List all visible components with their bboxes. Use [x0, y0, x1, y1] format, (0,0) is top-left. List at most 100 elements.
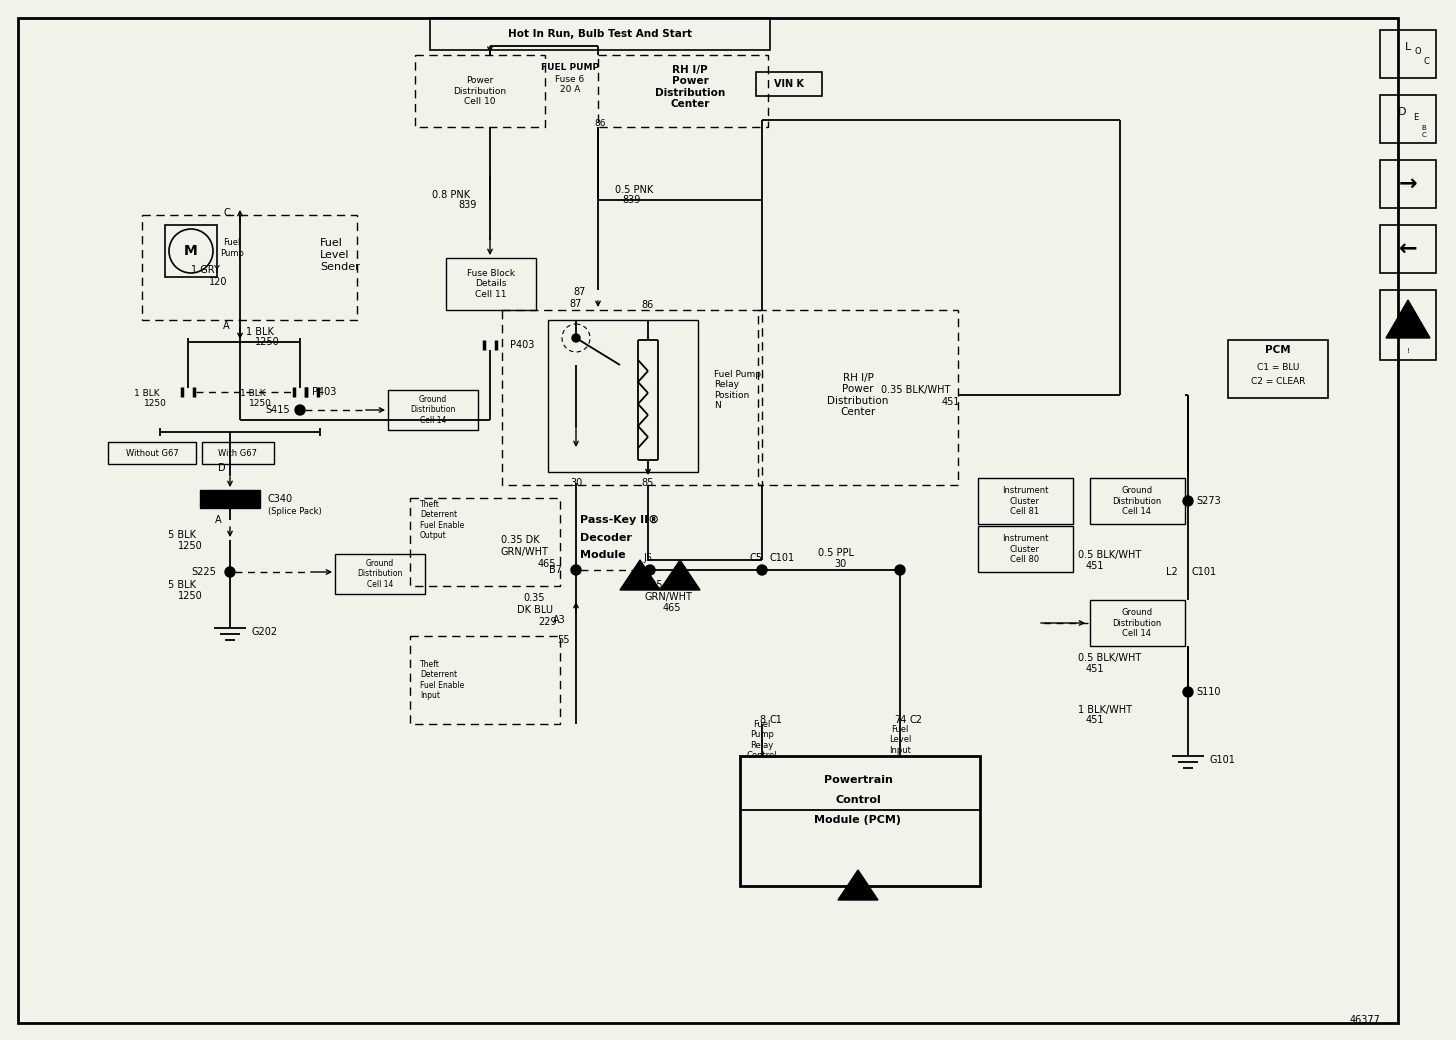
Text: Ground
Distribution
Cell 14: Ground Distribution Cell 14 [1112, 486, 1162, 516]
Text: E: E [1414, 113, 1418, 123]
Text: S273: S273 [1195, 496, 1220, 506]
Text: O: O [1415, 48, 1421, 56]
Text: B7: B7 [549, 565, 562, 575]
Text: 5 BLK: 5 BLK [167, 530, 197, 540]
Text: GRN/WHT: GRN/WHT [644, 592, 692, 602]
Text: Fuel
Level
Sender: Fuel Level Sender [320, 238, 360, 271]
Text: 465: 465 [537, 560, 556, 569]
Text: 1 GRY: 1 GRY [191, 265, 220, 275]
Text: Ground
Distribution
Cell 14: Ground Distribution Cell 14 [1112, 608, 1162, 638]
Text: C2: C2 [910, 716, 923, 725]
Text: 0.5 BLK/WHT: 0.5 BLK/WHT [1077, 653, 1142, 664]
Circle shape [757, 565, 767, 575]
Text: 0.35: 0.35 [524, 593, 545, 603]
Circle shape [572, 334, 579, 342]
Text: 451: 451 [942, 397, 960, 407]
Text: 451: 451 [1086, 561, 1105, 571]
Text: Instrument
Cluster
Cell 80: Instrument Cluster Cell 80 [1002, 535, 1048, 564]
Text: DK BLU: DK BLU [517, 605, 553, 615]
Text: Theft
Deterrent
Fuel Enable
Output: Theft Deterrent Fuel Enable Output [419, 500, 464, 540]
Bar [759, 310, 958, 485]
Text: (Splice Pack): (Splice Pack) [268, 506, 322, 516]
Text: 86: 86 [642, 300, 654, 310]
Text: 20 A: 20 A [559, 85, 579, 95]
Text: RH I/P
Power
Distribution
Center: RH I/P Power Distribution Center [655, 64, 725, 109]
Text: Fuel
Level
Input: Fuel Level Input [888, 725, 911, 755]
Text: 1 BLK/WHT: 1 BLK/WHT [1077, 705, 1131, 716]
Text: 0.35 BLK/WHT: 0.35 BLK/WHT [881, 385, 949, 395]
Text: S225: S225 [191, 567, 215, 577]
Text: FUEL PUMP: FUEL PUMP [542, 62, 598, 72]
Text: 30: 30 [834, 560, 846, 569]
Text: 46377: 46377 [1350, 1015, 1380, 1025]
Text: P403: P403 [510, 340, 534, 350]
Text: 1250: 1250 [178, 541, 202, 551]
Circle shape [226, 567, 234, 577]
Text: D: D [218, 463, 226, 473]
Text: Decoder: Decoder [579, 532, 632, 543]
Text: 1250: 1250 [255, 337, 280, 347]
Bar [1380, 290, 1436, 360]
Text: Fuel
Pump
Relay
Control: Fuel Pump Relay Control [747, 720, 778, 760]
Text: C5: C5 [750, 553, 763, 563]
Bar [978, 526, 1073, 572]
Bar [411, 498, 561, 586]
Text: RH I/P
Power
Distribution
Center: RH I/P Power Distribution Center [827, 372, 888, 417]
Text: 465: 465 [662, 603, 681, 613]
Text: P403: P403 [312, 387, 336, 397]
Text: C1 = BLU: C1 = BLU [1257, 364, 1299, 372]
Bar [978, 478, 1073, 524]
Text: G101: G101 [1210, 755, 1236, 765]
Text: 1250: 1250 [249, 398, 271, 408]
Text: Module: Module [579, 550, 626, 560]
Polygon shape [1386, 300, 1430, 338]
Circle shape [895, 565, 906, 575]
Text: Ground
Distribution
Cell 14: Ground Distribution Cell 14 [411, 395, 456, 425]
Text: B: B [1421, 125, 1427, 131]
Text: C101: C101 [770, 553, 795, 563]
Circle shape [1184, 687, 1192, 697]
Text: S415: S415 [265, 405, 290, 415]
Polygon shape [660, 560, 700, 590]
Text: 0.5 PPL: 0.5 PPL [818, 548, 855, 558]
Bar [1227, 340, 1328, 398]
Text: C340: C340 [268, 494, 293, 504]
Bar [446, 258, 536, 310]
Bar [165, 225, 217, 277]
Text: S110: S110 [1195, 687, 1220, 697]
Circle shape [571, 565, 581, 575]
Text: C1: C1 [770, 716, 783, 725]
Text: A: A [223, 321, 230, 331]
Text: 451: 451 [1086, 716, 1105, 725]
Text: 0.35 DK: 0.35 DK [641, 580, 680, 590]
Bar [547, 320, 697, 472]
Circle shape [645, 565, 655, 575]
Text: C: C [223, 208, 230, 218]
Bar [1380, 95, 1436, 142]
Text: Fuel
Pump: Fuel Pump [220, 238, 245, 258]
Text: 8: 8 [759, 716, 764, 725]
Text: Fuse 6: Fuse 6 [555, 75, 585, 83]
Text: 85: 85 [642, 478, 654, 488]
Text: Instrument
Cluster
Cell 81: Instrument Cluster Cell 81 [1002, 486, 1048, 516]
Text: With G67: With G67 [218, 448, 258, 458]
Text: GRN/WHT: GRN/WHT [499, 547, 547, 557]
Text: Module (PCM): Module (PCM) [814, 815, 901, 825]
Text: J5: J5 [644, 553, 652, 563]
Text: Fuse Block
Details
Cell 11: Fuse Block Details Cell 11 [467, 269, 515, 298]
Circle shape [1184, 496, 1192, 506]
Text: C: C [1421, 132, 1427, 138]
Text: Without G67: Without G67 [125, 448, 179, 458]
Text: Control: Control [836, 795, 881, 805]
Polygon shape [839, 870, 878, 900]
Bar [199, 490, 261, 508]
Text: C101: C101 [1192, 567, 1217, 577]
Text: 451: 451 [1086, 664, 1105, 674]
Bar [1091, 600, 1185, 646]
Text: 0.35 DK: 0.35 DK [501, 535, 540, 545]
Text: !: ! [1406, 348, 1409, 354]
Bar [202, 442, 274, 464]
Text: 0.5 PNK: 0.5 PNK [614, 185, 654, 196]
Text: A3: A3 [553, 615, 566, 625]
Text: D: D [1398, 107, 1406, 116]
